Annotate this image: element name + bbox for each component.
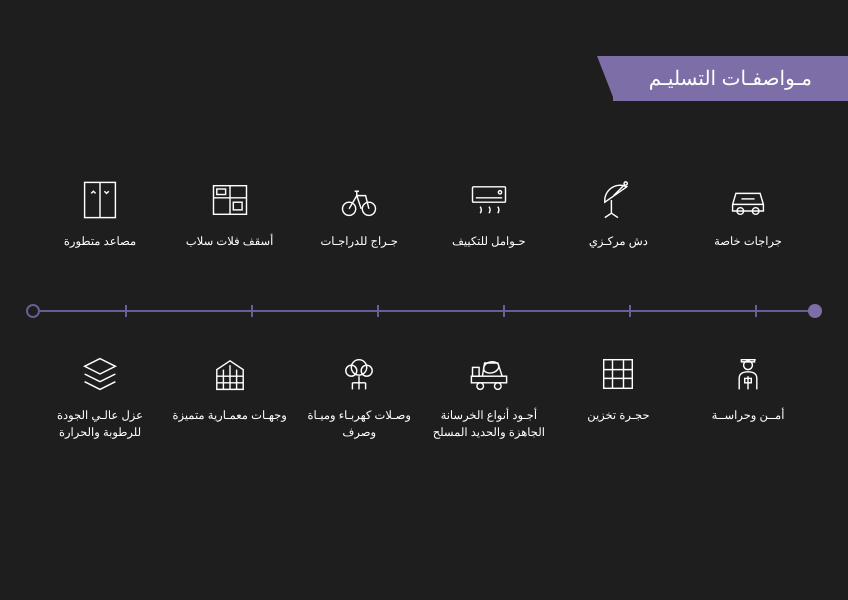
spec-item-label: مصاعد متطورة	[64, 234, 136, 268]
spec-item: مصاعد متطورة	[40, 178, 160, 268]
utilities-icon	[337, 352, 381, 396]
spec-item-label: جراجات خاصة	[714, 234, 782, 268]
timeline-cap-start	[808, 304, 822, 318]
spec-item: جـراج للدراجـات	[299, 178, 419, 268]
spec-item: عزل عالـي الجودة للرطوبة والحرارة	[40, 352, 160, 443]
elevator-icon	[78, 178, 122, 222]
spec-item: أسقف فلات سلاب	[170, 178, 290, 268]
spec-item-label: دش مركـزي	[589, 234, 648, 268]
timeline-line	[30, 310, 818, 312]
timeline-tick	[503, 305, 505, 317]
car-icon	[726, 178, 770, 222]
spec-item-label: حجـرة تخزين	[587, 408, 649, 442]
dish-icon	[596, 178, 640, 222]
bicycle-icon	[337, 178, 381, 222]
spec-item: حجـرة تخزين	[558, 352, 678, 443]
spec-item: حـوامل للتكييف	[429, 178, 549, 268]
spec-item: أمــن وحراســة	[688, 352, 808, 443]
layers-icon	[78, 352, 122, 396]
spec-item: دش مركـزي	[558, 178, 678, 268]
spec-item: وصـلات كهربـاء وميـاة وصرف	[299, 352, 419, 443]
timeline-tick	[125, 305, 127, 317]
spec-item-label: عزل عالـي الجودة للرطوبة والحرارة	[40, 408, 160, 443]
timeline-tick	[377, 305, 379, 317]
spec-item-label: أجـود أنواع الخرسانة الجاهزة والحديد الم…	[429, 408, 549, 443]
timeline-tick	[629, 305, 631, 317]
spec-item-label: وصـلات كهربـاء وميـاة وصرف	[299, 408, 419, 443]
timeline-tick	[755, 305, 757, 317]
timeline-tick	[251, 305, 253, 317]
spec-item: جراجات خاصة	[688, 178, 808, 268]
spec-item-label: أسقف فلات سلاب	[186, 234, 273, 268]
guard-icon	[726, 352, 770, 396]
storage-icon	[596, 352, 640, 396]
specs-row-bottom: عزل عالـي الجودة للرطوبة والحرارة وجهـات …	[40, 352, 808, 443]
spec-item-label: جـراج للدراجـات	[320, 234, 398, 268]
delivery-specs-page: مـواصفـات التسليـم مصاعد متطورة أسقف فلات…	[0, 0, 848, 600]
page-title-tab: مـواصفـات التسليـم	[613, 56, 848, 101]
mixer-icon	[467, 352, 511, 396]
slab-icon	[208, 178, 252, 222]
specs-row-top: مصاعد متطورة أسقف فلات سلاب جـراج للدراجـا…	[40, 178, 808, 268]
timeline	[30, 310, 818, 312]
spec-item-label: وجهـات معمـارية متميزة	[172, 408, 286, 442]
spec-item-label: أمــن وحراســة	[712, 408, 785, 442]
timeline-cap-end	[26, 304, 40, 318]
building-icon	[208, 352, 252, 396]
spec-item: أجـود أنواع الخرسانة الجاهزة والحديد الم…	[429, 352, 549, 443]
spec-item-label: حـوامل للتكييف	[452, 234, 526, 268]
page-title: مـواصفـات التسليـم	[649, 68, 812, 90]
ac-icon	[467, 178, 511, 222]
spec-item: وجهـات معمـارية متميزة	[170, 352, 290, 443]
